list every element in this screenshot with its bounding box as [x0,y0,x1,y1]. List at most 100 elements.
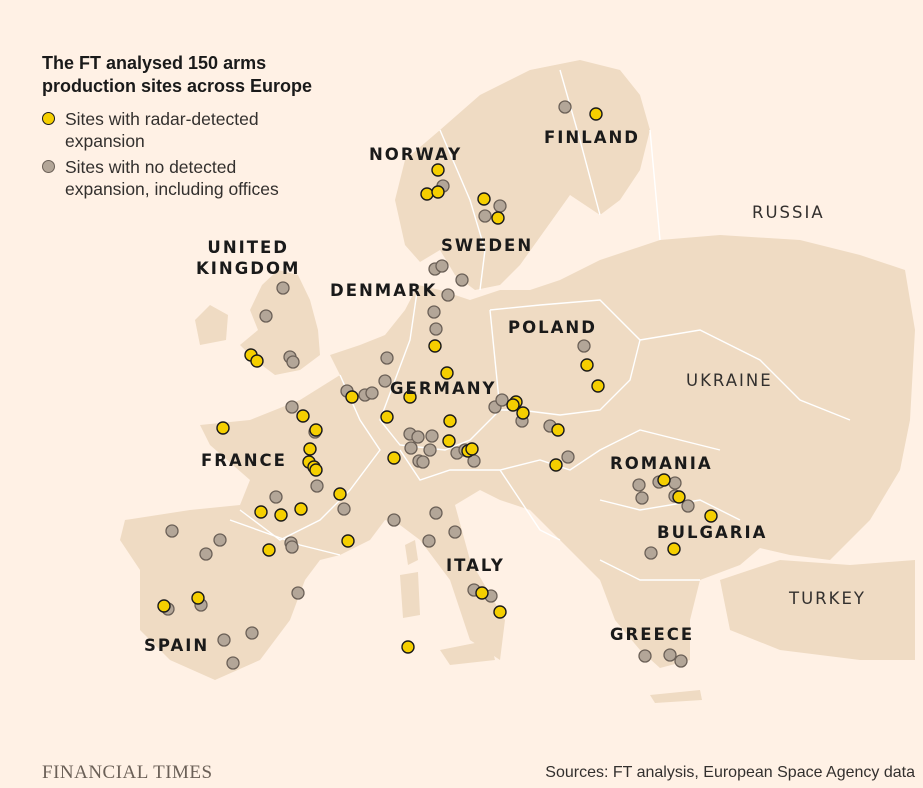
label-france: FRANCE [201,451,287,470]
site-marker [442,434,456,448]
site-marker [387,513,401,527]
site-marker [549,458,563,472]
label-bulgaria: BULGARIA [657,523,768,542]
label-turkey: TURKEY [789,589,866,608]
site-marker [493,199,507,213]
site-marker [448,525,462,539]
site-marker [638,649,652,663]
legend: Sites with radar-detected expansion Site… [42,108,315,204]
site-marker [365,386,379,400]
site-marker [657,473,671,487]
label-italy: ITALY [446,556,505,575]
site-marker [423,443,437,457]
site-marker [345,390,359,404]
site-marker [285,540,299,554]
site-marker [285,400,299,414]
site-marker [403,390,417,404]
site-marker [296,409,310,423]
site-marker [493,605,507,619]
site-marker [589,107,603,121]
site-marker [276,281,290,295]
site-marker [216,421,230,435]
site-marker [213,533,227,547]
site-marker [411,430,425,444]
site-marker [269,490,283,504]
site-marker [262,543,276,557]
site-marker [387,451,401,465]
label-spain: SPAIN [144,636,210,655]
site-marker [668,476,682,490]
site-marker [632,478,646,492]
site-marker [475,586,489,600]
site-marker [440,366,454,380]
legend-label-expansion: Sites with radar-detected expansion [65,109,259,151]
site-marker [674,654,688,668]
site-marker [404,441,418,455]
site-marker [259,309,273,323]
site-marker [591,379,605,393]
site-marker [431,185,445,199]
label-greece: GREECE [610,625,695,644]
site-marker [667,542,681,556]
legend-label-no-expansion: Sites with no detected expansion, includ… [65,157,279,199]
site-marker [491,211,505,225]
site-marker [644,546,658,560]
site-marker [428,339,442,353]
site-marker [477,192,491,206]
site-marker [337,502,351,516]
site-marker [465,442,479,456]
site-marker [401,640,415,654]
land [120,60,915,703]
site-marker [309,463,323,477]
site-marker [558,100,572,114]
site-marker [431,163,445,177]
site-marker [478,209,492,223]
site-marker [427,305,441,319]
site-marker [704,509,718,523]
legend-item-expansion: Sites with radar-detected expansion [42,108,315,152]
site-marker [217,633,231,647]
label-romania: ROMANIA [610,454,713,473]
site-marker [199,547,213,561]
sites-expansion [157,107,718,654]
site-marker [341,534,355,548]
site-marker [333,487,347,501]
site-marker [681,499,695,513]
site-marker [443,414,457,428]
site-marker [635,491,649,505]
label-germany: GERMANY [390,379,497,398]
label-finland: FINLAND [544,128,641,147]
site-marker [429,322,443,336]
site-marker [378,374,392,388]
site-marker [157,599,171,613]
site-marker [672,490,686,504]
site-marker [191,591,205,605]
grey-dot-icon [42,160,55,173]
ft-logo: FINANCIAL TIMES [42,762,213,783]
label-poland: POLAND [508,318,597,337]
label-ukraine: UKRAINE [686,371,773,390]
site-marker [551,423,565,437]
site-marker [577,339,591,353]
site-marker [495,393,509,407]
label-sweden: SWEDEN [441,236,534,255]
site-marker [245,626,259,640]
site-marker [416,455,430,469]
site-marker [663,648,677,662]
legend-item-no-expansion: Sites with no detected expansion, includ… [42,156,315,200]
site-marker [516,406,530,420]
site-marker [309,423,323,437]
borders [229,69,851,581]
site-marker [455,273,469,287]
site-marker [380,351,394,365]
site-marker [250,354,264,368]
map-title: The FT analysed 150 arms production site… [42,53,313,96]
label-denmark: DENMARK [330,281,438,300]
site-marker [286,355,300,369]
site-marker [291,586,305,600]
yellow-dot-icon [42,112,55,125]
site-marker [580,358,594,372]
site-marker [435,259,449,273]
site-marker [294,502,308,516]
